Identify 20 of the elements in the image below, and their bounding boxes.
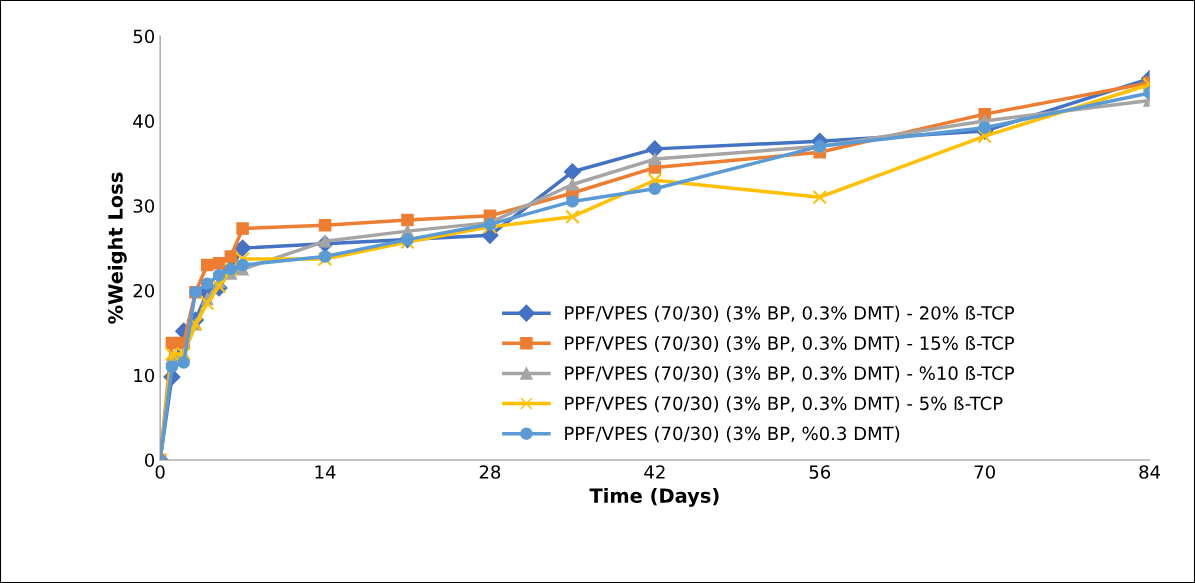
x-tick-label: 42 bbox=[644, 465, 665, 479]
y-tick-label: 30 bbox=[133, 199, 155, 213]
y-axis-title: %Weight Loss bbox=[107, 172, 127, 324]
legend-label: PPF/VPES (70/30) (3% BP, 0.3% DMT) - 20% ß-TCP bbox=[565, 305, 1015, 322]
legend-label: PPF/VPES (70/30) (3% BP, %0.3 DMT) bbox=[565, 426, 900, 443]
y-tick-label: 40 bbox=[133, 114, 155, 129]
x-tick-label: 14 bbox=[315, 465, 336, 479]
legend-label: PPF/VPES (70/30) (3% BP, 0.3% DMT) - 15% ß-TCP bbox=[565, 335, 1015, 353]
x-tick-label: 56 bbox=[809, 465, 831, 479]
legend-label: PPF/VPES (70/30) (3% BP, 0.3% DMT) - %10 ß-TCP bbox=[565, 366, 1015, 383]
y-tick-label: 50 bbox=[133, 29, 155, 44]
x-tick-label: 28 bbox=[479, 465, 501, 479]
legend-label: PPF/VPES (70/30) (3% BP, 0.3% DMT) - 5% ß-TCP bbox=[565, 396, 1003, 413]
x-axis-title: Time (Days) bbox=[589, 487, 719, 507]
y-tick-label: 20 bbox=[133, 283, 155, 298]
y-tick-label: 10 bbox=[134, 368, 155, 383]
x-tick-label: 70 bbox=[974, 465, 995, 479]
y-tick-label: 0 bbox=[144, 453, 155, 468]
x-tick-label: 0 bbox=[155, 465, 165, 479]
x-tick-label: 84 bbox=[1139, 465, 1161, 479]
